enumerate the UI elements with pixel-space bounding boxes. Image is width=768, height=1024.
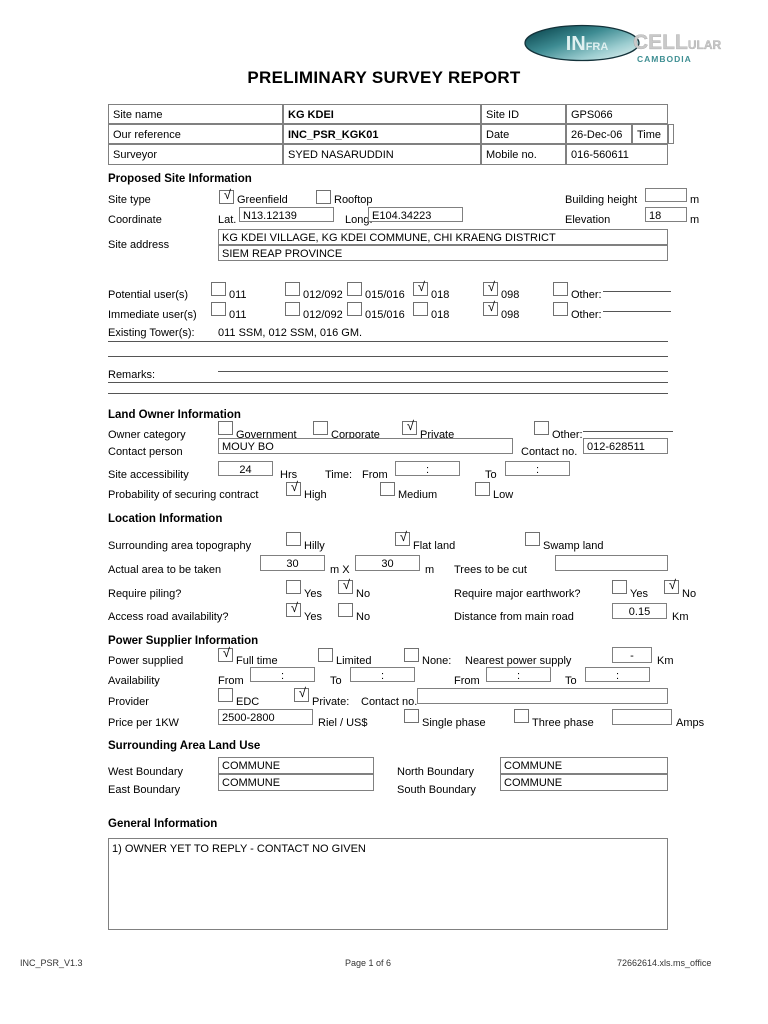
svg-text:CAMBODIA: CAMBODIA — [637, 54, 692, 64]
svg-text:CELLULAR: CELLULAR — [633, 31, 721, 54]
